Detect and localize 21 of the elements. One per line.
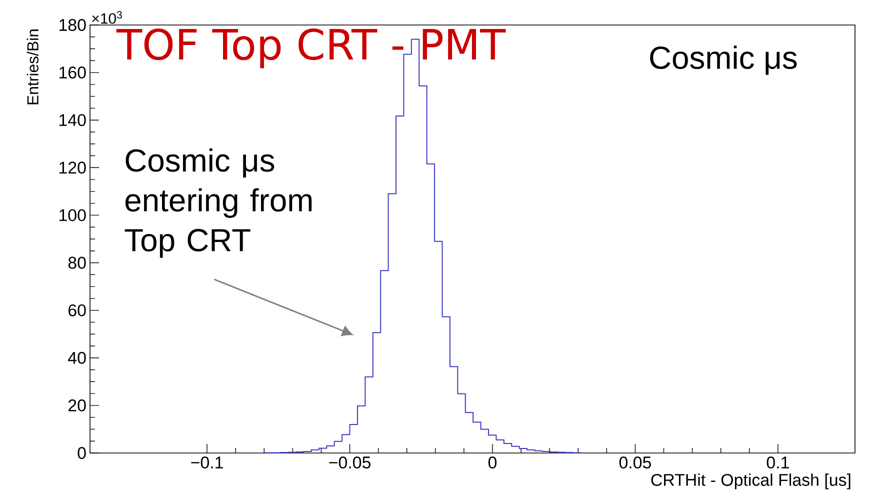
text: ×10$^{3}$ [92,11,122,24]
annotation: Cosmic μs entering from Top CRT [124,148,312,258]
y-tick-label: 80 [68,256,86,269]
y-tick-label: 100 [60,209,86,222]
x-tick-label: 0.05 [619,456,651,469]
chart-title: TOF Top CRT - PMT [116,28,506,68]
y-tick-label: 140 [60,114,86,126]
x-tick-label: 0 [488,456,497,469]
y-tick-label: 60 [68,304,86,316]
y-tick-label: 40 [68,352,86,364]
x-tick-label: −0.1 [191,456,223,469]
y-tick-label: 180 [60,18,86,31]
x-tick-label: −0.05 [329,456,370,469]
y-tick-label: 160 [60,66,86,79]
annotation: Cosmic μs [650,46,797,75]
y-tick-label: 0 [78,446,86,459]
y-axis-title: Entries/Bin [26,30,38,104]
x-axis-title: CRTHit - Optical Flash [us] [651,474,850,490]
x-tick-label: 0.1 [766,456,789,469]
y-tick-label: 120 [60,162,86,174]
y-tick-label: 20 [68,399,86,412]
